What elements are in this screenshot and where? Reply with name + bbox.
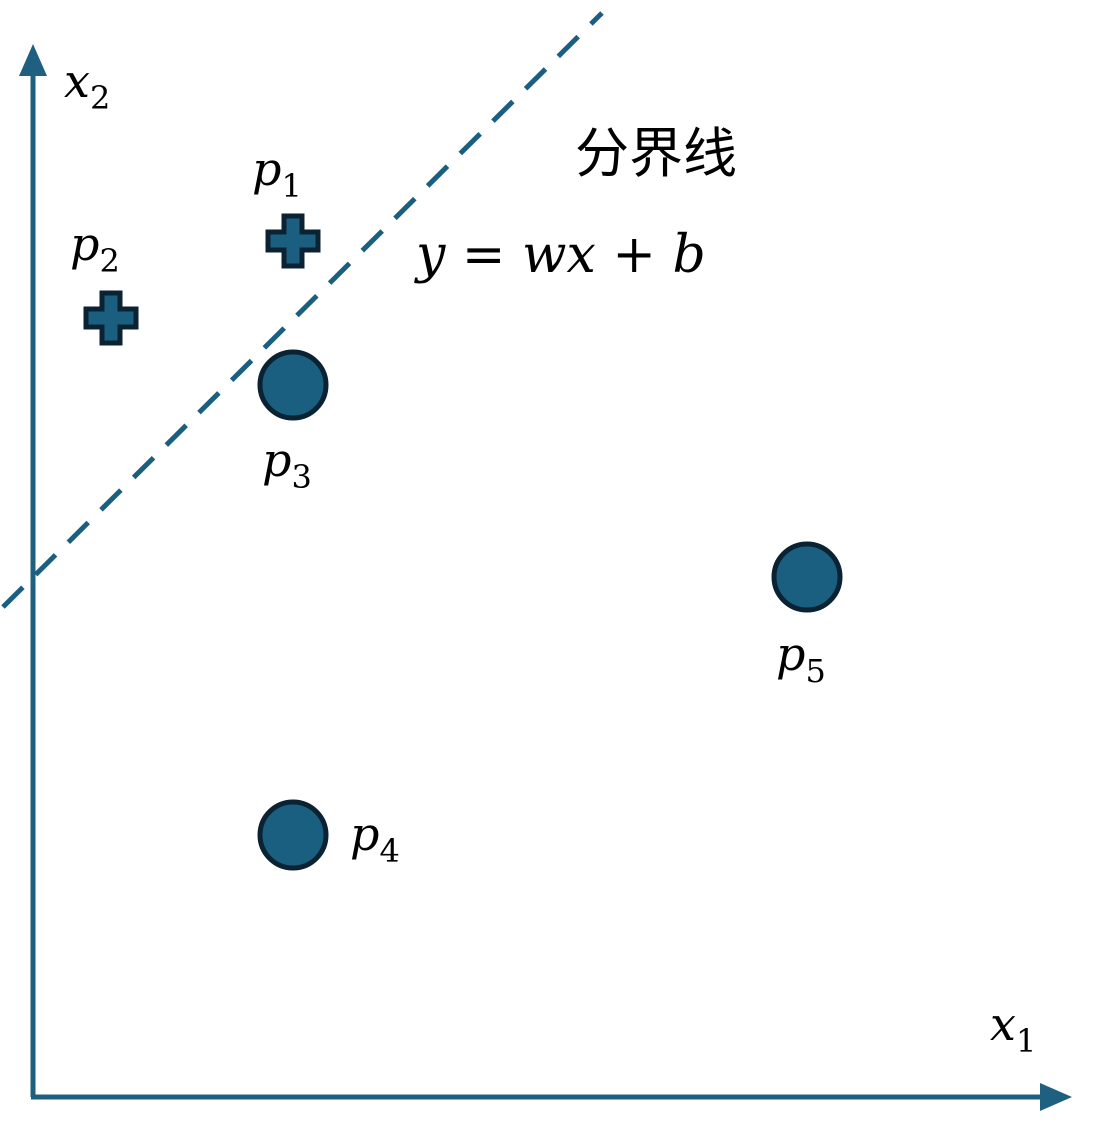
point-label-sub: 5	[805, 652, 825, 690]
point-label-base: p	[776, 627, 805, 681]
plus-marker-icon	[83, 290, 139, 346]
point-label-base: p	[70, 217, 99, 271]
boundary-title: 分界线	[575, 122, 737, 185]
point-label: p4	[350, 807, 400, 870]
y-axis-arrow-icon	[19, 44, 47, 76]
point-p4: p4	[257, 799, 400, 871]
point-label-base: p	[350, 807, 379, 861]
point-label: p5	[776, 627, 826, 690]
point-label: p1	[252, 142, 302, 205]
x-axis-arrow-icon	[1040, 1083, 1072, 1111]
circle-marker-icon	[771, 541, 843, 613]
y-axis-label: x2	[64, 54, 110, 117]
point-label-sub: 4	[379, 832, 399, 870]
point-label: p3	[262, 433, 312, 496]
point-label: p2	[70, 217, 120, 280]
boundary-equation: y = wx + b	[414, 225, 706, 285]
point-p3: p3	[257, 349, 329, 496]
point-label-base: p	[262, 433, 291, 487]
point-p1: p1	[252, 142, 321, 269]
point-label-sub: 2	[99, 242, 119, 280]
y-axis-label-base: x	[64, 54, 90, 108]
decision-boundary-line	[1, 11, 604, 609]
x-axis-label: x1	[990, 997, 1036, 1060]
y-axis-label-sub: 2	[90, 79, 110, 117]
circle-marker-icon	[257, 799, 329, 871]
x-axis-label-sub: 1	[1016, 1022, 1036, 1060]
point-p5: p5	[771, 541, 843, 690]
plus-marker-icon	[265, 213, 321, 269]
point-label-base: p	[252, 142, 281, 196]
point-p2: p2	[70, 217, 139, 346]
x-axis-label-base: x	[990, 997, 1016, 1051]
circle-marker-icon	[257, 349, 329, 421]
point-label-sub: 1	[281, 167, 301, 205]
point-label-sub: 3	[291, 458, 311, 496]
